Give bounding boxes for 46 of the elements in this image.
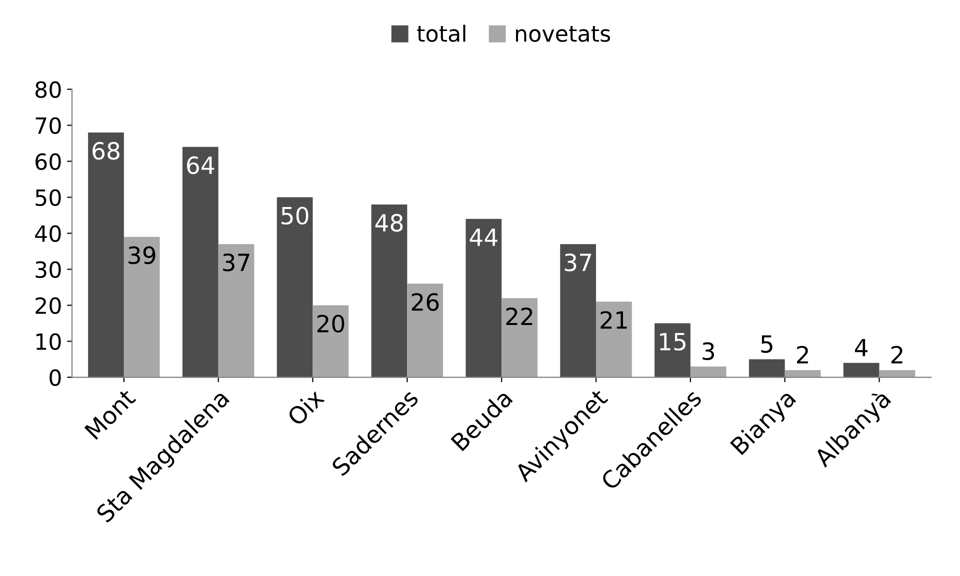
data-label: 68 xyxy=(92,142,120,160)
bar xyxy=(124,236,160,378)
y-tick-label: 60 xyxy=(36,153,61,170)
y-tick-label: 30 xyxy=(36,261,61,278)
data-label: 26 xyxy=(412,293,439,311)
bar xyxy=(748,359,785,378)
data-label: 21 xyxy=(600,311,627,329)
data-label: 2 xyxy=(797,346,808,364)
data-label: 39 xyxy=(128,246,156,264)
data-label: 15 xyxy=(660,333,686,351)
data-label: 64 xyxy=(187,156,214,174)
y-tick-label: 80 xyxy=(36,81,61,98)
bar xyxy=(466,218,502,378)
data-label: 50 xyxy=(282,206,308,225)
bar xyxy=(182,146,218,378)
y-tick-label: 50 xyxy=(36,189,61,206)
data-label: 37 xyxy=(564,253,592,272)
data-label: 4 xyxy=(854,338,868,356)
bar xyxy=(88,132,124,378)
x-tick-label: Oix xyxy=(286,388,326,427)
data-label: 20 xyxy=(317,314,344,333)
y-tick-label: 20 xyxy=(36,297,61,314)
data-label: 22 xyxy=(506,307,532,326)
data-label: 44 xyxy=(470,228,498,246)
bar xyxy=(560,244,596,378)
y-tick-label: 0 xyxy=(50,369,61,386)
y-tick-label: 40 xyxy=(35,225,61,242)
legend-label: novetats xyxy=(516,26,610,42)
legend-label: total xyxy=(417,24,466,42)
bar xyxy=(596,302,632,378)
y-tick-label: 10 xyxy=(36,333,61,350)
bar xyxy=(218,244,254,378)
data-label: 48 xyxy=(375,214,403,232)
data-label: 3 xyxy=(702,342,714,360)
data-label: 37 xyxy=(223,253,250,272)
bar xyxy=(843,362,880,378)
bar xyxy=(502,298,538,378)
bar xyxy=(312,305,349,378)
bar xyxy=(276,197,313,378)
data-label: 5 xyxy=(761,335,772,353)
bar xyxy=(407,284,444,378)
bar xyxy=(371,204,408,378)
bar xyxy=(690,366,726,378)
y-tick-label: 70 xyxy=(36,117,61,134)
data-label: 2 xyxy=(891,346,902,364)
bar xyxy=(654,323,690,378)
